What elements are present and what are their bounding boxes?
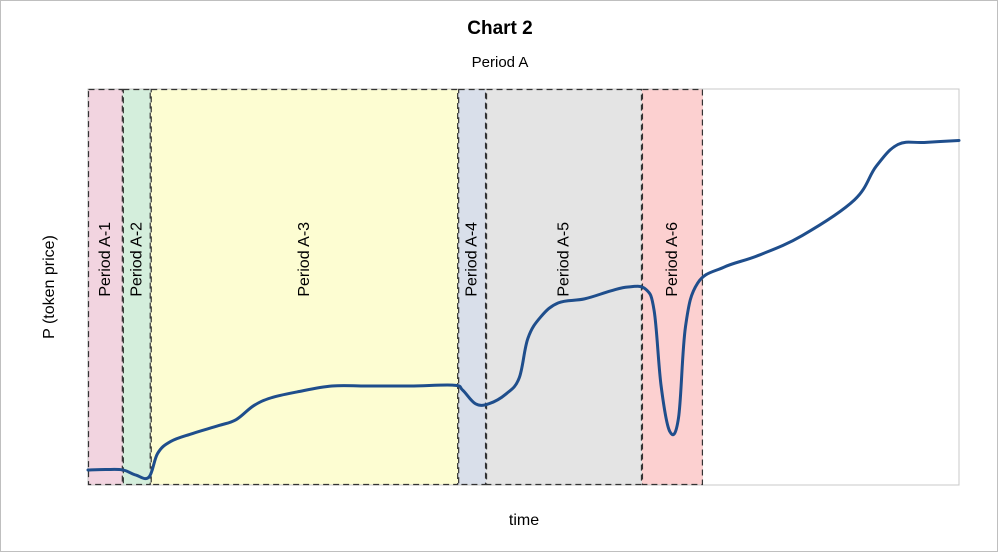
region-band-2 — [122, 89, 151, 485]
region-band-1 — [88, 89, 123, 485]
series-layer — [86, 138, 961, 481]
region-label-3: Period A-3 — [296, 222, 313, 297]
chart-subtitle: Period A — [471, 54, 529, 71]
region-border-2 — [122, 88, 151, 486]
series-line-1 — [86, 138, 961, 481]
region-label-2: Period A-2 — [128, 222, 145, 297]
region-band-6 — [641, 89, 703, 485]
region-band-5 — [486, 89, 642, 485]
region-band-3 — [150, 89, 459, 485]
region-labels: Period A-1 Period A-2 Period A-3 Period A-4… — [97, 222, 681, 297]
y-axis-label: P (token price) — [41, 235, 58, 339]
region-border-4 — [458, 88, 487, 486]
region-label-6: Period A-6 — [664, 222, 681, 297]
region-border-1 — [87, 88, 123, 486]
region-label-1: Period A-1 — [97, 222, 114, 297]
region-border-3 — [150, 88, 459, 486]
regions-layer — [88, 89, 703, 485]
region-label-4: Period A-4 — [464, 222, 481, 297]
chart-title: Chart 2 — [467, 18, 533, 39]
region-label-5: Period A-5 — [556, 222, 573, 297]
region-band-4 — [458, 89, 487, 485]
x-axis-label: time — [508, 512, 540, 529]
